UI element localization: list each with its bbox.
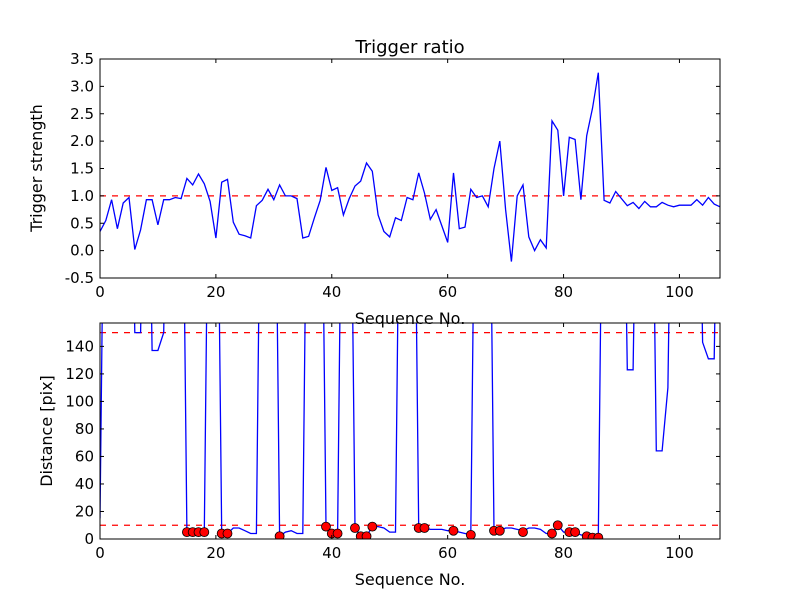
bottom-marker-point (494, 525, 505, 536)
bottom-ylabel: Distance [pix] (37, 375, 56, 487)
bottom-xtick-label: 0 (95, 544, 105, 562)
bottom-frame (99, 322, 721, 540)
bottom-marker-point (419, 523, 430, 533)
top-frame (99, 58, 721, 279)
top-ytick-label: 2.0 (70, 132, 94, 150)
bottom-marker-point (199, 527, 210, 538)
bottom-series-distance (100, 323, 716, 539)
top-plot-area (100, 72, 720, 262)
top-ytick-label: 0.5 (70, 214, 94, 232)
bottom-marker-point (222, 528, 233, 539)
bottom-xtick-label: 80 (554, 544, 573, 562)
top-xtick-label: 60 (438, 283, 457, 301)
top-xtick-label: 80 (554, 283, 573, 301)
bottom-ytick-label: 120 (65, 365, 94, 383)
top-xlabel: Sequence No. (355, 309, 466, 328)
bottom-xtick-label: 40 (322, 544, 341, 562)
top-ytick-label: 1.0 (70, 187, 94, 205)
bottom-xlabel: Sequence No. (355, 570, 466, 589)
top-xtick-label: 40 (322, 283, 341, 301)
bottom-marker-point (367, 521, 378, 532)
top-ytick-label: 3.5 (70, 50, 94, 68)
top-ytick-label: 2.5 (70, 105, 94, 123)
bottom-marker-point (570, 527, 581, 538)
top-ylabel: Trigger strength (27, 104, 46, 233)
bottom-ytick-label: 60 (75, 447, 94, 465)
bottom-xtick-label: 20 (206, 544, 225, 562)
bottom-marker-point (465, 529, 476, 539)
bottom-marker-point (593, 532, 604, 539)
top-axes: 0 20 40 60 80 100 -0.5 0.0 0.5 1.0 1.5 2.0 2.5 3.0 3.5 (65, 50, 721, 301)
bottom-marker-point (547, 528, 557, 539)
bottom-ytick-label: 20 (75, 502, 94, 520)
top-xtick-label: 20 (206, 283, 225, 301)
bottom-marker-point (448, 525, 459, 536)
bottom-marker-point (552, 520, 563, 531)
top-ytick-label: -0.5 (65, 269, 94, 287)
bottom-ytick-label: 100 (65, 392, 94, 410)
bottom-plot-area (100, 323, 720, 539)
bottom-axes: 0 20 40 60 80 100 0 20 40 60 80 100 120 140 (65, 322, 721, 562)
bottom-ytick-label: 40 (75, 475, 94, 493)
top-ytick-label: 1.5 (70, 160, 94, 178)
bottom-xtick-label: 100 (665, 544, 694, 562)
bottom-ytick-label: 80 (75, 420, 94, 438)
bottom-marker-point (361, 531, 372, 539)
top-ytick-label: 0.0 (70, 242, 94, 260)
top-ytick-label: 3.0 (70, 77, 94, 95)
bottom-ytick-label: 140 (65, 337, 94, 355)
bottom-xtick-label: 60 (438, 544, 457, 562)
top-xtick-label: 0 (95, 283, 105, 301)
top-xtick-label: 100 (665, 283, 694, 301)
top-series-trigger (100, 72, 720, 262)
bottom-marker-point (350, 523, 360, 533)
bottom-marker-point (332, 528, 343, 539)
bottom-marker-point (274, 531, 285, 539)
bottom-marker-point (518, 527, 528, 538)
bottom-marker-point (321, 521, 331, 532)
top-chart-title: Trigger ratio (354, 37, 464, 58)
bottom-ytick-label: 0 (84, 530, 94, 548)
